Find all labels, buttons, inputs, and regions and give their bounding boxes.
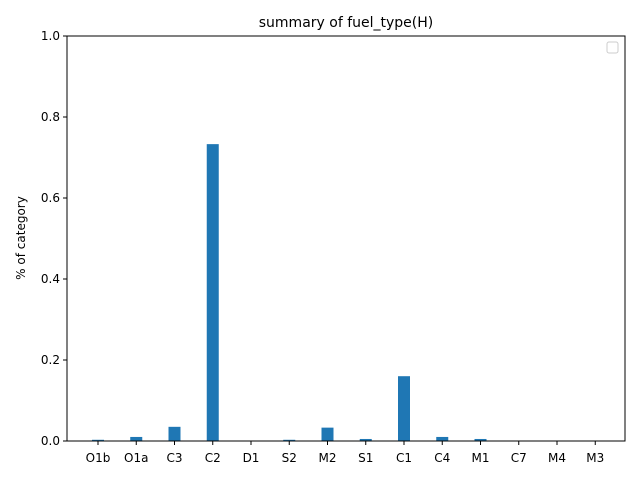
- bar-S1: [359, 438, 372, 441]
- bar-M2: [321, 427, 334, 441]
- y-tick-label: 0.4: [41, 272, 60, 286]
- y-tick-label: 0.2: [41, 353, 60, 367]
- bar-C1: [398, 376, 410, 441]
- bar-C2: [206, 144, 219, 441]
- bar-C3: [168, 426, 181, 441]
- x-tick-label: C4: [434, 451, 450, 465]
- x-tick-label: M2: [319, 451, 337, 465]
- x-tick-label: M4: [548, 451, 566, 465]
- bars-group: [92, 144, 487, 441]
- plot-frame: [66, 35, 626, 442]
- bar-O1a: [130, 436, 143, 441]
- y-axis: 0.0 0.2 0.4 0.6 0.8 1.0: [41, 29, 67, 448]
- x-tick-label: C7: [511, 451, 527, 465]
- y-tick-label: 0.8: [41, 110, 60, 124]
- y-tick-label: 0.6: [41, 191, 60, 205]
- x-tick-label: S1: [358, 451, 373, 465]
- x-tick-label: D1: [243, 451, 260, 465]
- x-tick-label: O1a: [124, 451, 148, 465]
- x-tick-label: C3: [166, 451, 182, 465]
- y-tick-label: 1.0: [41, 29, 60, 43]
- bar-C4: [436, 436, 449, 441]
- bar-M1: [474, 438, 487, 441]
- x-tick-label: S2: [282, 451, 297, 465]
- x-tick-label: M3: [586, 451, 604, 465]
- bar-O1b: [92, 439, 104, 441]
- legend-box: [606, 41, 619, 54]
- x-tick-label: C2: [205, 451, 221, 465]
- chart-title: summary of fuel_type(H): [259, 15, 434, 31]
- x-tick-label: O1b: [86, 451, 111, 465]
- bar-S2: [283, 439, 296, 441]
- y-axis-label: % of category: [14, 196, 28, 280]
- x-axis: O1b O1a C3 C2 D1 S2 M2 S1 C1 C4 M1 C7 M4 M3: [86, 441, 604, 465]
- y-tick-label: 0.0: [41, 434, 60, 448]
- x-tick-label: C1: [396, 451, 412, 465]
- x-tick-label: M1: [472, 451, 490, 465]
